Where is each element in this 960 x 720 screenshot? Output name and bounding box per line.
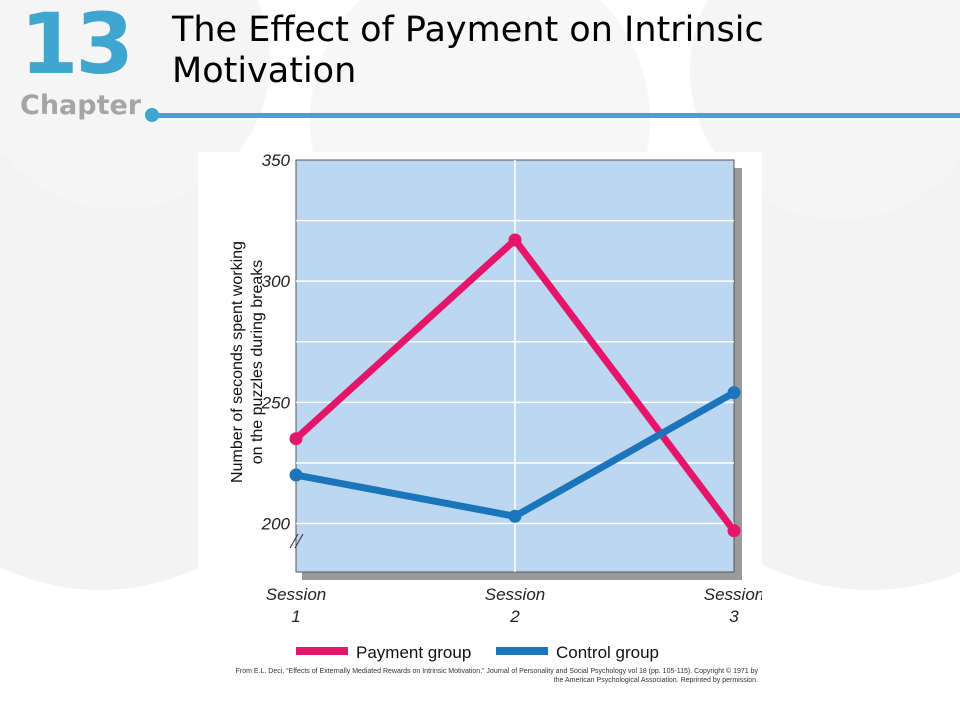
x-tick-label-line-1: Session	[485, 585, 545, 604]
y-tick-labels: 200 250 300 350	[261, 152, 291, 534]
data-point-payment	[289, 432, 303, 446]
slide-title: The Effect of Payment on Intrinsic Motiv…	[172, 10, 932, 92]
source-credit-line-1: From E.L. Deci, “Effects of Externally M…	[236, 667, 759, 675]
x-tick-label-line-2: 1	[291, 607, 300, 626]
legend-label-control: Control group	[556, 643, 659, 662]
x-tick-label-line-2: 3	[729, 607, 739, 626]
data-point-payment	[508, 233, 522, 247]
x-tick-label-line-1: Session	[704, 585, 762, 604]
legend-swatch-payment	[296, 647, 348, 655]
y-axis-label-line-1: Number of seconds spent working	[229, 241, 246, 483]
series-lines	[289, 233, 741, 538]
x-tick-labels: Session 1 Session 2 Session 3	[266, 585, 762, 626]
legend-swatch-control	[496, 647, 548, 655]
y-tick-label: 300	[262, 272, 291, 291]
legend-label-payment: Payment group	[356, 643, 471, 662]
grid-lines	[296, 160, 734, 572]
axis-break-mark-1	[289, 533, 299, 549]
title-underline-dot	[145, 108, 159, 122]
slide-title-line-1: The Effect of Payment on Intrinsic	[172, 10, 764, 50]
data-point-control	[508, 509, 522, 523]
chart-figure: 200 250 300 350 Session 1 Session 2 Session 3 Nu…	[198, 152, 762, 688]
data-point-control	[727, 386, 741, 400]
chapter-label: Chapter	[20, 90, 142, 121]
data-point-payment	[727, 524, 741, 538]
x-tick-label-line-2: 2	[509, 607, 520, 626]
y-tick-label: 200	[261, 515, 291, 534]
x-tick-label-line-1: Session	[266, 585, 326, 604]
y-tick-label: 250	[261, 393, 291, 412]
chapter-number: 13	[20, 0, 134, 93]
source-credit-line-2: the American Psychological Association. …	[554, 677, 758, 684]
axis-break-mark-2	[294, 533, 304, 549]
legend: Payment group Control group	[296, 643, 659, 662]
slide-title-line-2: Motivation	[172, 51, 357, 91]
y-axis-label-line-2: on the puzzles during breaks	[249, 260, 266, 465]
data-point-control	[289, 468, 303, 482]
y-tick-label: 350	[262, 152, 291, 170]
y-axis-label: Number of seconds spent working on the p…	[229, 241, 266, 483]
title-underline	[152, 113, 960, 118]
